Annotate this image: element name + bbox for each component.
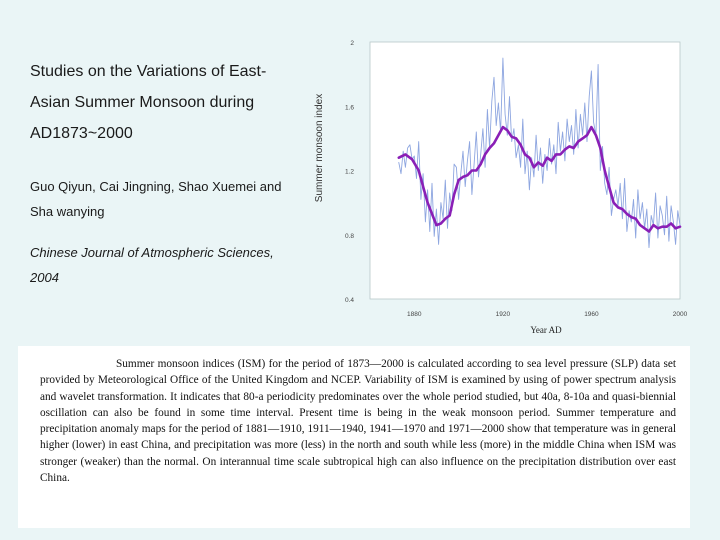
y-tick-label: 1.6 [345,104,354,111]
x-tick-label: 2000 [673,311,688,318]
monsoon-index-chart: 0.4 0.8 1.2 1.6 2 1880 1920 1960 2000 Summer mo… [314,40,688,335]
abstract-text: Summer monsoon indices (ISM) for the per… [40,358,676,485]
y-tick-label: 2 [350,40,354,47]
abstract-panel: Summer monsoon indices (ISM) for the per… [18,346,690,528]
x-axis-label: Year AD [530,325,562,335]
y-tick-label: 0.4 [345,297,354,304]
y-axis-tick-labels: 0.4 0.8 1.2 1.6 2 [345,40,354,304]
y-axis-label: Summer monsoon index [314,94,325,202]
x-tick-label: 1880 [407,311,422,318]
y-tick-label: 1.2 [345,169,354,176]
series-layer [397,57,682,249]
paper-journal: Chinese Journal of Atmospheric Sciences,… [30,245,274,285]
smoothed-index-line [397,125,682,233]
paper-title: Studies on the Variations of East-Asian … [30,63,267,142]
y-tick-label: 0.8 [345,233,354,240]
paper-info: Studies on the Variations of East-Asian … [30,56,300,290]
x-tick-label: 1960 [584,311,599,318]
paper-authors: Guo Qiyun, Cai Jingning, Shao Xuemei and… [30,179,282,219]
x-axis-tick-labels: 1880 1920 1960 2000 [407,311,688,318]
x-tick-label: 1920 [496,311,511,318]
annual-index-line [398,57,681,249]
